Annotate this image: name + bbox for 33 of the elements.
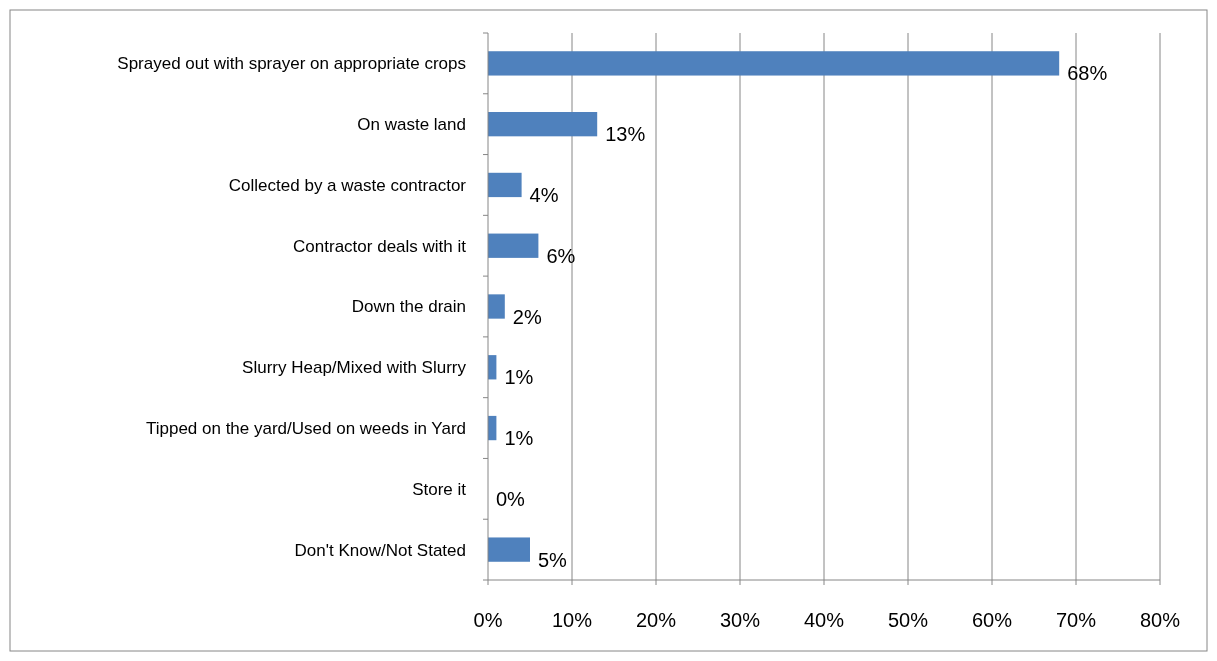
bar [488,112,598,137]
data-label: 68% [1067,62,1108,85]
y-tick-label: Don't Know/Not Stated [294,540,466,560]
y-tick-label: Down the drain [351,297,466,317]
x-tick-label: 0% [473,609,503,631]
x-tick-label: 10% [551,609,593,631]
x-tick-label: 70% [1055,609,1097,631]
x-tick-label: 50% [887,609,929,631]
x-tick-label: 40% [803,609,845,631]
data-label: 1% [504,427,534,450]
bar [488,233,539,258]
bar [488,294,505,319]
y-tick-label: Contractor deals with it [293,236,467,256]
x-tick-label: 60% [971,609,1013,631]
data-label: 5% [538,548,568,571]
y-tick-label: Slurry Heap/Mixed with Slurry [242,358,467,378]
bar [488,51,1060,76]
data-label: 13% [605,123,646,146]
y-tick-label: Collected by a waste contractor [228,175,467,195]
x-tick-label: 20% [635,609,677,631]
data-label: 4% [529,183,559,206]
x-tick-label: 30% [719,609,761,631]
data-label: 2% [512,305,542,328]
y-tick-label: Tipped on the yard/Used on weeds in Yard [145,419,466,439]
bar [488,537,530,562]
y-tick-label: Sprayed out with sprayer on appropriate crops [117,54,466,74]
x-tick-label: 80% [1139,609,1181,631]
y-tick-label: Store it [412,479,467,499]
bar [488,172,522,198]
data-label: 1% [504,366,534,389]
data-label: 6% [546,244,576,267]
data-label: 0% [496,487,526,510]
y-tick-label: On waste land [357,115,466,135]
